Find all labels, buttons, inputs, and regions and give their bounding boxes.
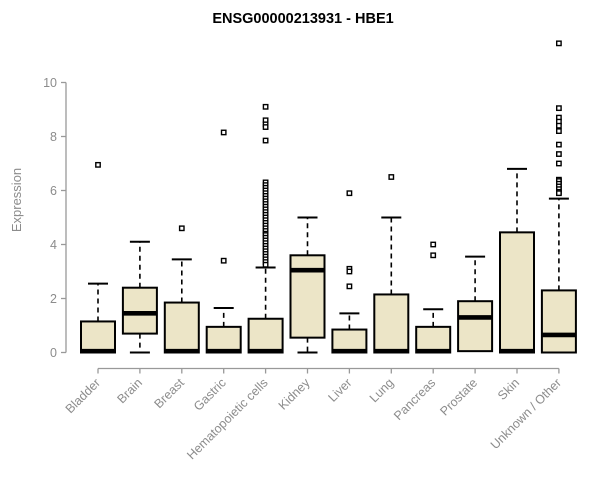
iqr-box xyxy=(540,289,577,354)
outlier-point xyxy=(556,128,562,134)
x-tick-label-brain: Brain xyxy=(114,376,145,407)
iqr-box xyxy=(415,325,452,354)
outlier-point xyxy=(346,268,353,275)
x-tick-label-hematopoietic-cells: Hematopoietic cells xyxy=(184,376,271,463)
y-axis-title: Expression xyxy=(9,168,24,232)
y-tick-label: 10 xyxy=(43,76,57,90)
outlier-point xyxy=(220,257,227,264)
outlier-point xyxy=(556,151,562,157)
x-tick-label-kidney: Kidney xyxy=(276,375,313,412)
box-group-liver xyxy=(331,190,368,354)
box-group-gastric xyxy=(205,129,242,354)
box-group-pancreas xyxy=(415,241,452,354)
iqr-box xyxy=(457,300,494,353)
x-tick-label-breast: Breast xyxy=(151,375,187,411)
x-tick-label-unknown-other: Unknown / Other xyxy=(488,376,564,452)
y-tick-label: 8 xyxy=(50,130,57,144)
outlier-point xyxy=(430,252,437,259)
iqr-box xyxy=(80,320,116,354)
iqr-box xyxy=(121,286,158,335)
box-group-prostate xyxy=(457,255,494,353)
x-tick-label-lung: Lung xyxy=(367,376,397,406)
outlier-point xyxy=(556,190,562,197)
iqr-box xyxy=(289,254,326,339)
outlier-point xyxy=(556,105,562,112)
outlier-point xyxy=(430,241,437,248)
outlier-point xyxy=(95,161,101,168)
iqr-box xyxy=(247,317,284,354)
outlier-point xyxy=(388,174,395,180)
outlier-point xyxy=(220,129,227,136)
x-tick-label-prostate: Prostate xyxy=(437,376,480,419)
y-tick-label: 6 xyxy=(50,184,57,198)
outlier-point xyxy=(178,225,185,232)
x-tick-label-pancreas: Pancreas xyxy=(391,376,438,423)
iqr-box xyxy=(499,231,535,354)
x-tick-label-gastric: Gastric xyxy=(191,376,229,414)
outlier-point xyxy=(346,283,353,290)
outlier-point xyxy=(556,160,562,167)
box-group-unknown-other xyxy=(540,40,577,354)
outlier-point xyxy=(262,103,269,110)
y-tick-label: 0 xyxy=(50,346,57,360)
box-group-breast xyxy=(163,225,200,354)
box-group-kidney xyxy=(289,216,326,354)
iqr-box xyxy=(163,301,200,354)
x-tick-label-liver: Liver xyxy=(325,376,354,405)
outlier-point xyxy=(556,141,562,148)
iqr-box xyxy=(205,325,242,354)
box-group-brain xyxy=(121,240,158,354)
box-group-hematopoietic-cells xyxy=(247,103,284,354)
outlier-point xyxy=(262,261,269,268)
outlier-point xyxy=(262,124,269,130)
outlier-point xyxy=(346,190,353,197)
x-tick-label-skin: Skin xyxy=(495,376,522,403)
box-group-bladder xyxy=(80,161,116,354)
box-group-skin xyxy=(499,167,535,354)
outlier-point xyxy=(262,137,269,144)
plot-area: 0 2 4 6 8 10 Expression Bladder Brain Breast Gastr… xyxy=(9,40,577,463)
x-tick-label-bladder: Bladder xyxy=(63,376,103,416)
y-tick-label: 4 xyxy=(50,238,57,252)
iqr-box xyxy=(373,293,410,354)
chart-title: ENSG00000213931 - HBE1 xyxy=(212,11,393,27)
outlier-point xyxy=(556,122,562,129)
box-group-lung xyxy=(373,174,410,354)
y-tick-label: 2 xyxy=(50,292,57,306)
outlier-point xyxy=(556,40,562,47)
